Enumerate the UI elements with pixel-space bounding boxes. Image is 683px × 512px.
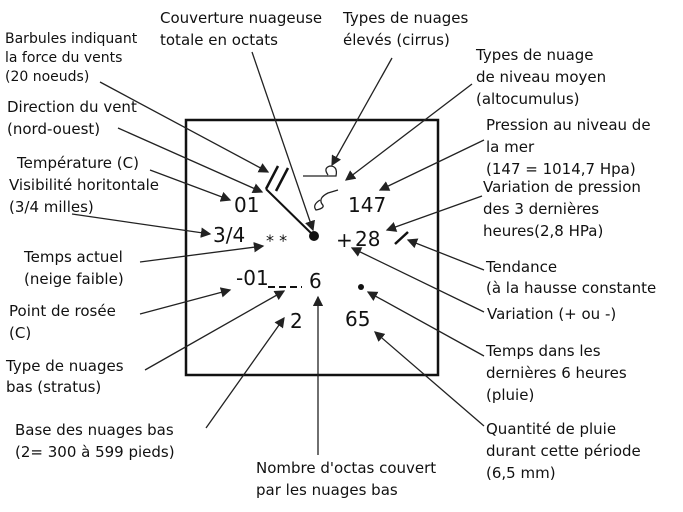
svg-text:durant cette période: durant cette période [486, 442, 641, 460]
label-past-weather: Temps dans les dernières 6 heures (pluie… [485, 342, 627, 404]
arrow-pressure-change [385, 195, 483, 232]
leader-lines [71, 51, 485, 455]
arrow-mid-clouds [344, 83, 473, 181]
label-sea-pressure: Pression au niveau de la mer (147 = 1014… [486, 116, 651, 178]
altocumulus-symbol-icon [314, 189, 339, 211]
arrow-variation [350, 247, 485, 313]
pressure-change-value: 28 [355, 227, 380, 251]
svg-text:Couverture nuageuse: Couverture nuageuse [160, 9, 322, 27]
arrow-rain-amount [374, 331, 485, 427]
label-temperature: Température (C) [16, 154, 139, 172]
label-visibility: Visibilité horitontale (3/4 milles) [9, 176, 159, 216]
svg-text:(6,5 mm): (6,5 mm) [486, 464, 556, 482]
svg-text:(pluie): (pluie) [486, 386, 534, 404]
label-low-cloud-type: Type de nuages bas (stratus) [5, 357, 124, 396]
pressure-sign: + [336, 228, 353, 252]
label-low-cloud-octas: Nombre d'octas couvert par les nuages ba… [256, 459, 436, 499]
arrow-tendency [406, 238, 485, 271]
svg-text:(altocumulus): (altocumulus) [476, 90, 579, 108]
dew-point-value: -01 [236, 266, 269, 290]
svg-text:(20 noeuds): (20 noeuds) [5, 69, 89, 85]
arrow-low-cloud-base [205, 316, 285, 429]
label-low-cloud-base: Base des nuages bas (2= 300 à 599 pieds) [15, 421, 175, 461]
arrow-wind-direction [117, 127, 264, 194]
label-present-weather: Temps actuel (neige faible) [23, 248, 124, 288]
low-cloud-octas-value: 6 [309, 269, 322, 293]
arrow-visibility [71, 213, 212, 238]
svg-text:Direction du vent: Direction du vent [7, 98, 137, 116]
svg-text:Point de rosée: Point de rosée [9, 302, 116, 320]
svg-text:(2= 300 à 599 pieds): (2= 300 à 599 pieds) [15, 443, 175, 461]
svg-text:de niveau moyen: de niveau moyen [476, 68, 606, 86]
label-variation: Variation (+ ou -) [487, 305, 616, 323]
svg-text:heures(2,8 HPa): heures(2,8 HPa) [483, 222, 603, 240]
arrow-dew-point [139, 287, 232, 315]
svg-text:Temps actuel: Temps actuel [23, 248, 123, 266]
pressure-value: 147 [348, 193, 386, 217]
arrow-barbs [99, 81, 270, 173]
svg-text:Types de nuage: Types de nuage [475, 46, 594, 64]
temperature-value: 01 [234, 193, 259, 217]
svg-text:élevés (cirrus): élevés (cirrus) [343, 31, 450, 49]
arrow-sea-pressure [378, 139, 485, 191]
svg-text:(nord-ouest): (nord-ouest) [7, 120, 100, 138]
cirrus-symbol-icon [303, 165, 338, 177]
precipitation-value: 65 [345, 307, 370, 331]
label-barbs: Barbules indiquant la force du vents (20… [5, 31, 138, 85]
svg-text:bas (stratus): bas (stratus) [6, 378, 101, 396]
label-wind-direction: Direction du vent (nord-ouest) [7, 98, 137, 138]
svg-text:Types de nuages: Types de nuages [342, 9, 469, 27]
svg-text:(C): (C) [9, 324, 31, 342]
rain-symbol-icon [358, 284, 364, 290]
svg-text:(à la hausse constante: (à la hausse constante [486, 279, 656, 297]
svg-text:Barbules indiquant: Barbules indiquant [5, 31, 138, 47]
svg-text:la mer: la mer [486, 138, 535, 156]
svg-text:(neige faible): (neige faible) [24, 270, 124, 288]
present-weather-value: * * [266, 231, 287, 250]
arrow-low-cloud-type [144, 290, 286, 371]
svg-text:Pression au niveau de: Pression au niveau de [486, 116, 651, 134]
svg-text:Temps dans les: Temps dans les [485, 342, 601, 360]
station-circle-icon [309, 231, 319, 241]
label-cloud-cover: Couverture nuageuse totale en octats [160, 9, 322, 49]
tendency-symbol-icon [394, 231, 409, 245]
svg-text:Tendance: Tendance [485, 258, 557, 276]
svg-text:totale en octats: totale en octats [160, 31, 278, 49]
svg-text:Nombre d'octas couvert: Nombre d'octas couvert [256, 459, 436, 477]
svg-text:Visibilité horitontale: Visibilité horitontale [9, 176, 159, 194]
svg-text:Quantité de pluie: Quantité de pluie [486, 420, 616, 438]
svg-text:des 3 dernières: des 3 dernières [483, 200, 599, 218]
svg-text:(3/4 milles): (3/4 milles) [9, 198, 94, 216]
label-mid-clouds: Types de nuage de niveau moyen (altocumu… [475, 46, 606, 108]
low-cloud-base-value: 2 [290, 309, 303, 333]
svg-text:Type de nuages: Type de nuages [5, 357, 124, 375]
arrow-present-weather [139, 242, 265, 263]
svg-text:Base des nuages bas: Base des nuages bas [15, 421, 174, 439]
label-tendency: Tendance (à la hausse constante [485, 258, 656, 297]
svg-text:par les nuages bas: par les nuages bas [256, 481, 398, 499]
svg-text:la force du vents: la force du vents [5, 50, 122, 66]
label-dew-point: Point de rosée (C) [9, 302, 116, 342]
arrow-high-clouds [331, 57, 393, 167]
arrow-temperature [149, 169, 232, 202]
svg-text:(147 = 1014,7 Hpa): (147 = 1014,7 Hpa) [486, 160, 636, 178]
arrow-past-weather [366, 291, 485, 357]
svg-text:Variation de pression: Variation de pression [483, 178, 641, 196]
label-high-clouds: Types de nuages élevés (cirrus) [342, 9, 469, 49]
svg-text:dernières 6 heures: dernières 6 heures [486, 364, 627, 382]
svg-text:Variation (+ ou -): Variation (+ ou -) [487, 305, 616, 323]
station-box [184, 118, 440, 377]
label-pressure-change: Variation de pression des 3 dernières he… [483, 178, 641, 240]
label-rain-amount: Quantité de pluie durant cette période (… [486, 420, 641, 482]
arrow-cloud-cover [251, 51, 315, 232]
visibility-value: 3/4 [213, 223, 245, 247]
wind-barb-icon [264, 165, 315, 237]
svg-text:Température (C): Température (C) [16, 154, 139, 172]
